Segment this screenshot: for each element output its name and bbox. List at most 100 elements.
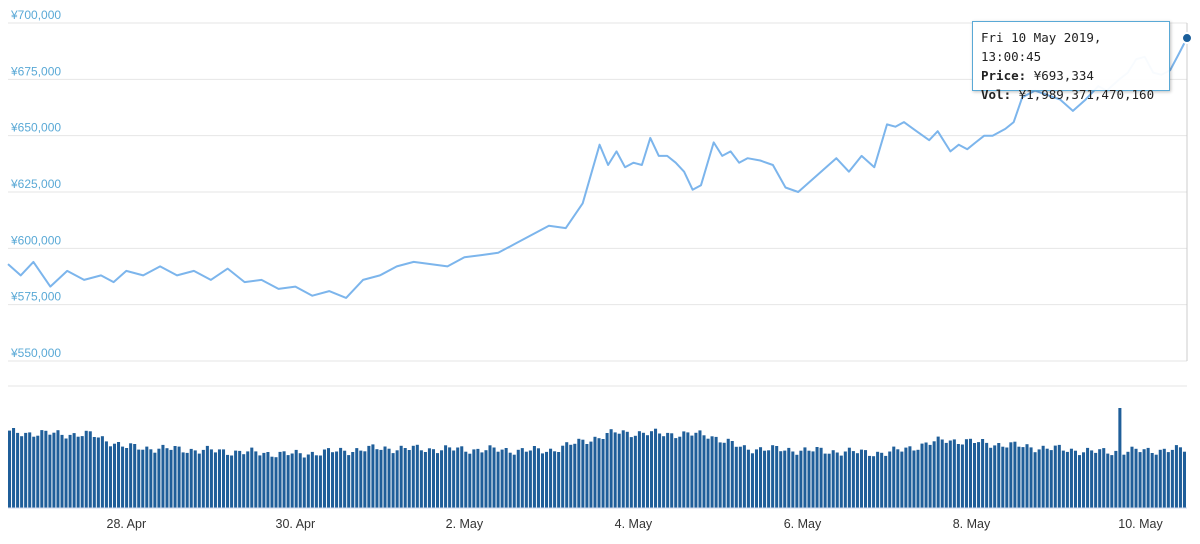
x-tick-label: 10. May bbox=[1118, 517, 1163, 531]
volume-bar bbox=[80, 436, 84, 508]
volume-bar bbox=[1037, 449, 1041, 508]
volume-bar bbox=[815, 447, 819, 508]
volume-bar bbox=[944, 442, 948, 508]
volume-bar bbox=[480, 452, 484, 508]
price-line-series[interactable] bbox=[7, 37, 1188, 299]
hovered-price-point[interactable] bbox=[1181, 32, 1193, 45]
volume-bar bbox=[1057, 444, 1061, 508]
volume-bar bbox=[795, 454, 799, 508]
x-tick-label: 30. Apr bbox=[276, 517, 316, 531]
volume-bar bbox=[1106, 453, 1110, 508]
volume-bar bbox=[771, 445, 775, 508]
volume-bar bbox=[904, 447, 908, 508]
volume-bar bbox=[1013, 441, 1017, 508]
volume-bar bbox=[952, 439, 956, 508]
volume-bar bbox=[314, 455, 318, 508]
volume-bar bbox=[274, 457, 278, 508]
volume-bar bbox=[847, 447, 851, 508]
volume-bar bbox=[540, 453, 545, 508]
volume-bar bbox=[84, 430, 88, 508]
volume-bar bbox=[666, 432, 670, 508]
volume-bar bbox=[1118, 408, 1122, 508]
volume-bar bbox=[100, 436, 104, 508]
volume-bar bbox=[589, 441, 593, 508]
volume-bar bbox=[189, 448, 193, 508]
volume-bar bbox=[1009, 442, 1013, 508]
volume-bar bbox=[973, 443, 977, 508]
volume-bar bbox=[185, 452, 189, 508]
volume-bar bbox=[258, 455, 262, 508]
volume-bar bbox=[1098, 449, 1102, 508]
y-tick-label: ¥625,000 bbox=[10, 177, 61, 191]
volume-bar bbox=[968, 438, 973, 508]
volume-bar bbox=[532, 446, 536, 508]
volume-bar bbox=[169, 449, 173, 508]
volume-bar bbox=[318, 455, 322, 508]
volume-bar bbox=[371, 444, 375, 508]
volume-bar bbox=[1138, 452, 1142, 508]
volume-bar bbox=[504, 448, 508, 508]
volume-bar bbox=[379, 449, 383, 508]
volume-bar bbox=[44, 430, 48, 508]
volume-bar bbox=[1073, 450, 1077, 508]
volume-bar bbox=[516, 449, 520, 508]
volume-bar bbox=[553, 451, 557, 508]
volume-bar bbox=[916, 449, 920, 508]
volume-bar bbox=[48, 434, 52, 508]
volume-bar bbox=[407, 450, 411, 508]
volume-bar bbox=[851, 451, 855, 508]
volume-bar bbox=[1174, 445, 1178, 508]
volume-bar bbox=[153, 452, 157, 508]
volume-bar bbox=[201, 449, 205, 508]
volume-bar bbox=[985, 442, 989, 508]
volume-bar bbox=[456, 447, 460, 508]
volume-bar bbox=[72, 433, 76, 508]
volume-bar bbox=[298, 453, 302, 508]
volume-bar bbox=[710, 436, 714, 508]
volume-bar bbox=[738, 446, 742, 508]
volume-bar bbox=[310, 451, 314, 508]
volume-bars bbox=[8, 408, 1186, 508]
y-tick-label: ¥600,000 bbox=[10, 233, 61, 247]
volume-bar bbox=[234, 450, 238, 508]
volume-bar bbox=[1005, 447, 1009, 508]
volume-bar bbox=[343, 450, 347, 508]
volume-bar bbox=[125, 448, 129, 508]
volume-bar bbox=[674, 438, 678, 508]
volume-bar bbox=[702, 435, 706, 508]
volume-bar bbox=[581, 439, 585, 508]
volume-bar bbox=[520, 448, 524, 508]
volume-bar bbox=[209, 449, 213, 508]
volume-bar bbox=[435, 453, 440, 508]
volume-bar bbox=[104, 441, 108, 508]
volume-bar bbox=[282, 451, 286, 508]
volume-bar bbox=[492, 447, 496, 508]
volume-bar bbox=[569, 444, 573, 508]
volume-bar bbox=[222, 449, 226, 508]
volume-bar bbox=[76, 436, 80, 508]
volume-bar bbox=[924, 442, 928, 508]
volume-bar bbox=[859, 449, 863, 508]
volume-bar bbox=[331, 452, 335, 508]
volume-bar bbox=[686, 432, 690, 508]
volume-bar bbox=[149, 449, 153, 508]
volume-bar bbox=[989, 447, 993, 508]
volume-bar bbox=[1158, 449, 1162, 508]
volume-bar bbox=[355, 448, 359, 508]
volume-bar bbox=[633, 435, 637, 508]
volume-bar bbox=[843, 451, 847, 508]
volume-bar bbox=[88, 431, 92, 508]
volume-bar bbox=[96, 437, 100, 508]
volume-bar bbox=[585, 444, 589, 508]
volume-bar bbox=[1082, 452, 1086, 508]
volume-bar bbox=[246, 451, 250, 508]
volume-bar bbox=[415, 444, 419, 508]
volume-bar bbox=[359, 450, 363, 508]
volume-bar bbox=[1142, 449, 1146, 508]
volume-bar bbox=[133, 444, 137, 508]
volume-bar bbox=[754, 449, 759, 508]
volume-bar bbox=[242, 454, 246, 508]
volume-bar bbox=[682, 431, 686, 508]
volume-bar bbox=[464, 451, 468, 508]
volume-bar bbox=[1170, 449, 1174, 508]
